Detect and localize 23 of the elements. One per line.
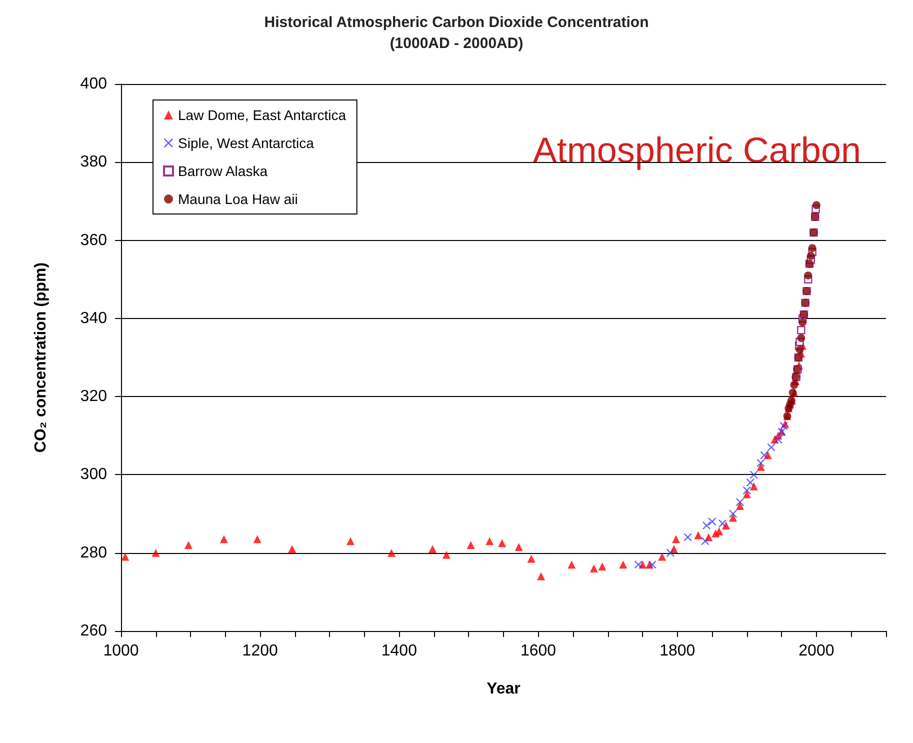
y-tick-label: 280	[80, 544, 108, 562]
y-tick-label: 260	[80, 622, 108, 640]
y-tick-label: 360	[80, 232, 108, 249]
legend-label: Siple, West Antarctica	[178, 135, 314, 151]
annotation: Atmospheric Carbon	[532, 130, 862, 170]
y-tick-label: 320	[80, 388, 108, 406]
legend-label: Barrow Alaska	[178, 163, 268, 179]
x-tick-label: 1600	[520, 642, 556, 660]
x-tick-label: 1000	[103, 642, 139, 660]
y-tick-label: 400	[80, 76, 108, 92]
legend-label: Mauna Loa Haw aii	[178, 191, 298, 207]
y-tick-label: 340	[80, 310, 108, 327]
x-tick-label: 2000	[798, 642, 834, 660]
y-tick-label: 300	[80, 466, 108, 484]
x-axis-title: Year	[486, 680, 520, 698]
y-tick-label: 380	[80, 154, 108, 171]
x-tick-label: 1400	[381, 642, 418, 660]
x-tick-label: 1200	[242, 642, 278, 660]
y-axis-title: CO₂ concentration (ppm)	[32, 262, 50, 453]
chart-title: Historical Atmospheric Carbon Dioxide Concentration	[264, 14, 649, 31]
legend-label: Law Dome, East Antarctica	[178, 107, 346, 123]
chart-subtitle: (1000AD - 2000AD)	[390, 35, 524, 52]
x-tick-label: 1800	[660, 642, 696, 660]
